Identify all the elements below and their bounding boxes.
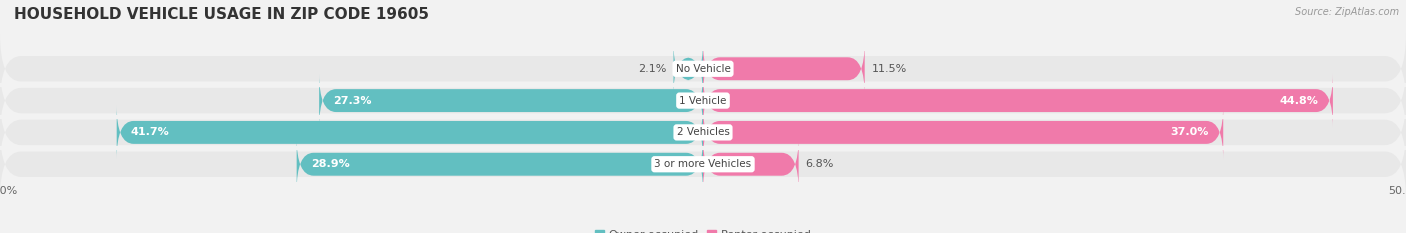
FancyBboxPatch shape (703, 137, 799, 191)
Text: 2.1%: 2.1% (638, 64, 666, 74)
FancyBboxPatch shape (673, 42, 703, 96)
FancyBboxPatch shape (703, 74, 1333, 127)
Text: 1 Vehicle: 1 Vehicle (679, 96, 727, 106)
FancyBboxPatch shape (117, 106, 703, 159)
Text: 27.3%: 27.3% (333, 96, 371, 106)
FancyBboxPatch shape (0, 97, 1406, 168)
Legend: Owner-occupied, Renter-occupied: Owner-occupied, Renter-occupied (591, 225, 815, 233)
Text: No Vehicle: No Vehicle (675, 64, 731, 74)
Text: HOUSEHOLD VEHICLE USAGE IN ZIP CODE 19605: HOUSEHOLD VEHICLE USAGE IN ZIP CODE 1960… (14, 7, 429, 22)
FancyBboxPatch shape (0, 65, 1406, 136)
Text: 2 Vehicles: 2 Vehicles (676, 127, 730, 137)
FancyBboxPatch shape (703, 42, 865, 96)
Text: 41.7%: 41.7% (131, 127, 170, 137)
FancyBboxPatch shape (0, 129, 1406, 199)
Text: 3 or more Vehicles: 3 or more Vehicles (654, 159, 752, 169)
Text: 6.8%: 6.8% (806, 159, 834, 169)
Text: 28.9%: 28.9% (311, 159, 350, 169)
Text: 44.8%: 44.8% (1279, 96, 1319, 106)
Text: 11.5%: 11.5% (872, 64, 907, 74)
FancyBboxPatch shape (297, 137, 703, 191)
Text: 37.0%: 37.0% (1171, 127, 1209, 137)
Text: Source: ZipAtlas.com: Source: ZipAtlas.com (1295, 7, 1399, 17)
FancyBboxPatch shape (0, 34, 1406, 104)
FancyBboxPatch shape (319, 74, 703, 127)
FancyBboxPatch shape (703, 106, 1223, 159)
